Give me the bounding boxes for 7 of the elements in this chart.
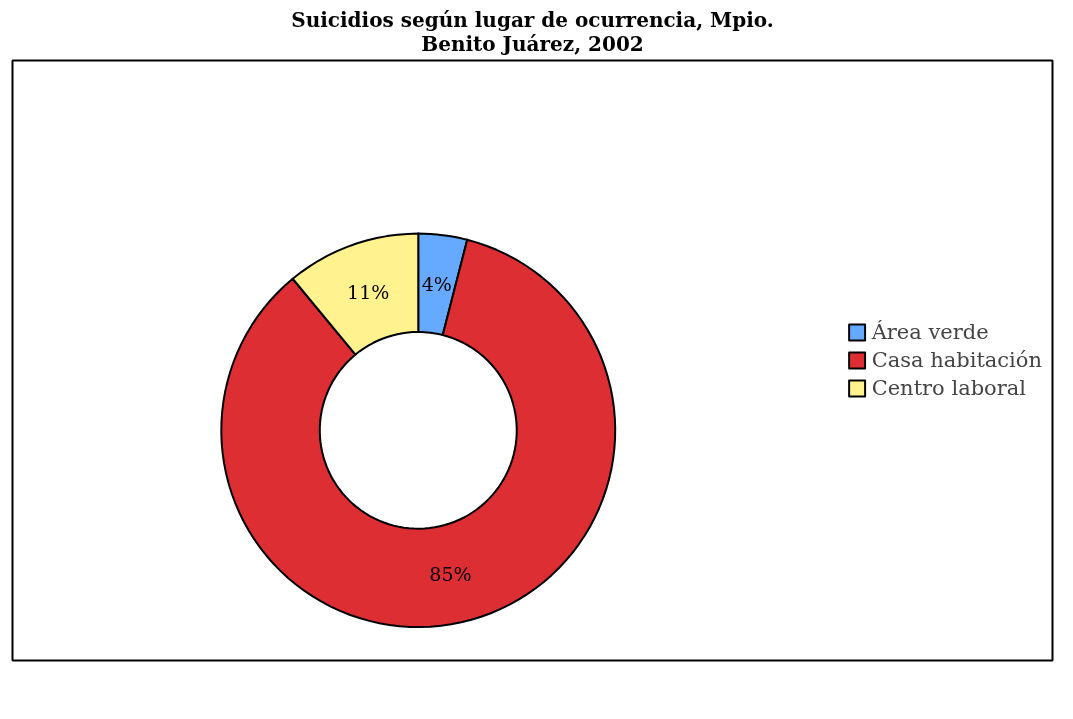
legend-label: Área verde (871, 320, 989, 344)
data-label: 11% (347, 280, 390, 303)
data-label: 85% (429, 563, 472, 586)
legend-label: Casa habitación (871, 348, 1042, 372)
chart-title: Suicidios según lugar de ocurrencia, Mpio. Benito Juárez, 2002 (291, 7, 774, 56)
legend-label: Centro laboral (871, 376, 1027, 400)
data-label: 4% (421, 272, 452, 295)
